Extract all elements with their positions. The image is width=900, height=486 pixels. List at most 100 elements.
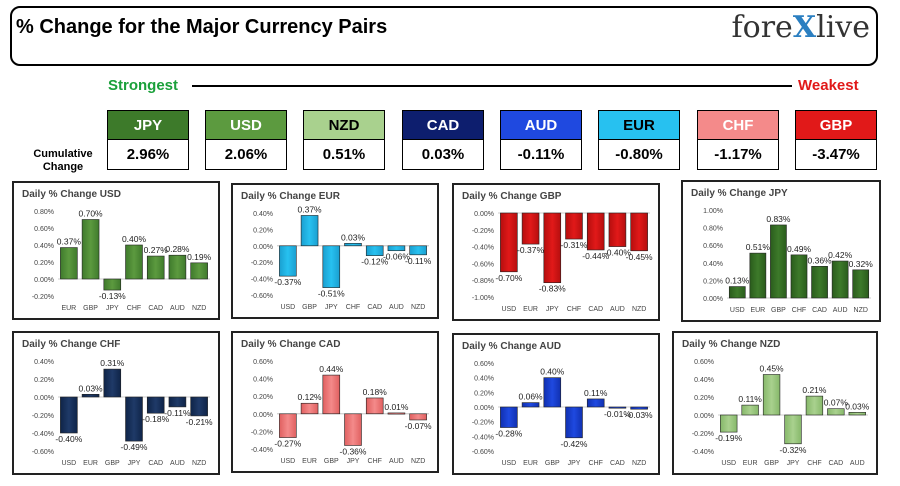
x-category-label: NZD — [854, 307, 868, 314]
bar-value-label: 0.03% — [341, 232, 366, 242]
bar — [81, 219, 100, 280]
bar-value-label: -0.11% — [405, 256, 432, 266]
y-tick-label: 0.20% — [703, 278, 723, 285]
bar-value-label: -0.37% — [517, 245, 544, 255]
bar-value-label: -0.51% — [318, 289, 345, 299]
y-tick-label: -1.00% — [472, 295, 494, 302]
bar-value-label: -0.21% — [186, 417, 213, 427]
y-tick-label: 0.20% — [694, 395, 714, 402]
strongest-label: Strongest — [108, 77, 179, 94]
bar — [103, 278, 122, 291]
chart-title: Daily % Change GBP — [462, 191, 562, 202]
y-tick-label: 0.00% — [694, 413, 714, 420]
bar — [741, 404, 759, 416]
x-category-label: NZD — [192, 305, 206, 312]
bar — [831, 260, 849, 299]
x-category-label: CHF — [792, 307, 806, 314]
bar-value-label: -0.18% — [142, 414, 169, 424]
bar — [586, 398, 605, 408]
y-tick-label: -0.60% — [472, 261, 494, 268]
bar — [279, 413, 297, 438]
bar-value-label: -0.12% — [361, 257, 388, 267]
bar-value-label: 0.37% — [57, 237, 82, 247]
y-tick-label: 1.00% — [703, 208, 723, 215]
bar-value-label: 0.13% — [725, 276, 750, 286]
y-tick-label: -0.80% — [472, 278, 494, 285]
bar — [521, 212, 540, 245]
x-category-label: USD — [280, 458, 295, 465]
x-category-label: NZD — [632, 306, 646, 313]
bar-value-label: -0.44% — [582, 251, 609, 261]
chart-panel-nzd: Daily % Change NZD -0.40% -0.20% 0.00% 0.20%… — [672, 331, 878, 475]
x-category-label: AUD — [170, 460, 185, 467]
currency-name: EUR — [598, 110, 680, 140]
y-tick-label: 0.40% — [694, 377, 714, 384]
bar-value-label: -0.83% — [539, 284, 566, 294]
chart-panel-usd: Daily % Change USD -0.20% 0.00% 0.20% 0.40% 0… — [12, 181, 220, 320]
bar-value-label: 0.03% — [845, 401, 870, 411]
y-tick-label: -0.20% — [32, 413, 54, 420]
y-tick-label: 0.40% — [703, 261, 723, 268]
bar — [365, 397, 384, 415]
currency-box-cad: CAD 0.03% — [402, 110, 484, 170]
x-category-label: CHF — [127, 305, 141, 312]
bar-value-label: -0.40% — [55, 434, 82, 444]
currency-name: CAD — [402, 110, 484, 140]
y-tick-label: 0.20% — [34, 377, 54, 384]
x-category-label: JPY — [106, 305, 119, 312]
bar-value-label: 0.21% — [802, 385, 827, 395]
bar — [146, 255, 165, 280]
x-category-label: AUD — [850, 460, 865, 467]
bar — [720, 414, 738, 433]
logo-text-left: fore — [731, 10, 793, 45]
bar-value-label: 0.49% — [787, 244, 812, 254]
bar-value-label: 0.37% — [298, 204, 323, 214]
x-category-label: JPY — [325, 304, 338, 311]
currency-box-gbp: GBP -3.47% — [795, 110, 877, 170]
bar-value-label: 0.45% — [760, 364, 785, 374]
x-category-label: CAD — [367, 304, 382, 311]
x-category-label: EUR — [750, 307, 765, 314]
bar — [387, 412, 406, 415]
bar — [322, 374, 341, 415]
y-tick-label: 0.40% — [474, 376, 494, 383]
bar-value-label: -0.28% — [495, 429, 522, 439]
x-category-label: GBP — [545, 460, 560, 467]
y-tick-label: -0.60% — [32, 449, 54, 456]
currency-name: CHF — [697, 110, 779, 140]
bar-value-label: -0.01% — [604, 409, 631, 419]
bar-value-label: 0.19% — [187, 252, 212, 262]
bar — [543, 377, 562, 408]
bar — [770, 224, 787, 299]
x-category-label: JPY — [787, 460, 800, 467]
bar-chart: -0.40% -0.20% 0.00% 0.20% 0.40% 0.60% -0.19% US… — [692, 359, 870, 467]
y-tick-label: 0.00% — [253, 412, 273, 419]
x-category-label: AUD — [610, 306, 625, 313]
x-category-label: CHF — [589, 460, 603, 467]
bar — [300, 215, 319, 247]
y-tick-label: 0.00% — [474, 211, 494, 218]
bar — [805, 395, 824, 416]
bar-value-label: 0.27% — [144, 245, 169, 255]
x-category-label: AUD — [833, 307, 848, 314]
bar-value-label: 0.36% — [808, 255, 833, 265]
bar — [409, 245, 427, 256]
bar — [852, 269, 870, 299]
x-category-label: EUR — [743, 460, 758, 467]
bar-value-label: -0.49% — [121, 442, 148, 452]
weakest-label: Weakest — [798, 77, 859, 94]
currency-box-chf: CHF -1.17% — [697, 110, 779, 170]
y-tick-label: 0.60% — [474, 361, 494, 368]
chart-panel-chf: Daily % Change CHF -0.60% -0.40% -0.20% 0.00… — [12, 331, 220, 475]
bar — [322, 245, 341, 288]
bar — [790, 254, 808, 299]
currency-name: USD — [205, 110, 287, 140]
currency-name: GBP — [795, 110, 877, 140]
bar — [543, 212, 562, 284]
x-category-label: JPY — [347, 458, 360, 465]
bar — [81, 393, 100, 398]
y-tick-label: -0.20% — [692, 431, 714, 438]
page-title: % Change for the Major Currency Pairs — [16, 16, 388, 38]
x-category-label: NZD — [411, 458, 425, 465]
bar — [521, 402, 540, 408]
